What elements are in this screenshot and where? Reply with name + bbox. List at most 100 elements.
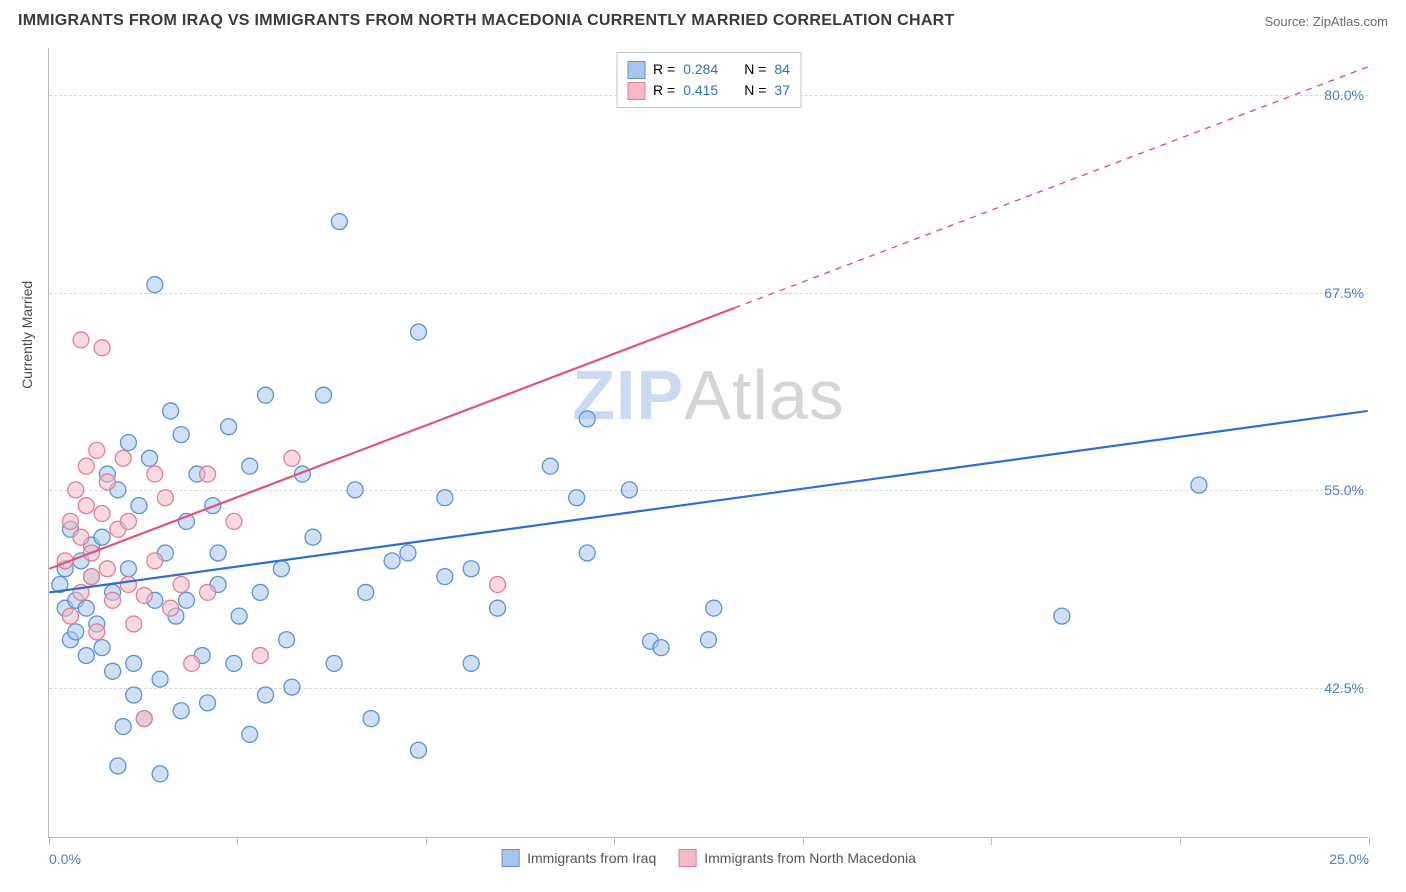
data-point [84, 569, 100, 585]
data-point [621, 482, 637, 498]
data-point [437, 490, 453, 506]
data-point [120, 577, 136, 593]
data-point [94, 340, 110, 356]
data-point [284, 450, 300, 466]
data-point [284, 679, 300, 695]
source-label: Source: ZipAtlas.com [1264, 14, 1388, 29]
data-point [701, 632, 717, 648]
data-point [200, 695, 216, 711]
data-point [231, 608, 247, 624]
legend-series-label: Immigrants from North Macedonia [704, 850, 916, 866]
data-point [258, 687, 274, 703]
data-point [410, 742, 426, 758]
data-point [99, 561, 115, 577]
data-point [226, 655, 242, 671]
x-tick-label: 0.0% [49, 851, 81, 867]
legend-swatch [627, 61, 645, 79]
data-point [142, 450, 158, 466]
data-point [305, 529, 321, 545]
data-point [490, 577, 506, 593]
data-point [120, 435, 136, 451]
legend-swatch [678, 849, 696, 867]
data-point [437, 569, 453, 585]
data-point [242, 458, 258, 474]
data-point [163, 403, 179, 419]
data-point [173, 703, 189, 719]
legend-series: Immigrants from IraqImmigrants from Nort… [501, 849, 916, 867]
data-point [89, 442, 105, 458]
data-point [200, 584, 216, 600]
data-point [157, 490, 173, 506]
data-point [326, 655, 342, 671]
n-value: 37 [774, 80, 790, 101]
legend-swatch [501, 849, 519, 867]
data-point [147, 553, 163, 569]
trend-line-extrapolated [735, 67, 1368, 308]
data-point [173, 577, 189, 593]
data-point [579, 411, 595, 427]
legend-stat-row: R = 0.415 N = 37 [627, 80, 790, 101]
scatter-svg [49, 48, 1368, 837]
data-point [653, 640, 669, 656]
data-point [258, 387, 274, 403]
data-point [178, 592, 194, 608]
data-point [242, 726, 258, 742]
data-point [358, 584, 374, 600]
data-point [78, 600, 94, 616]
data-point [136, 588, 152, 604]
data-point [73, 529, 89, 545]
data-point [68, 624, 84, 640]
data-point [78, 458, 94, 474]
data-point [126, 687, 142, 703]
r-value: 0.415 [683, 80, 718, 101]
data-point [331, 214, 347, 230]
data-point [273, 561, 289, 577]
data-point [152, 671, 168, 687]
trend-line [49, 308, 735, 569]
data-point [94, 529, 110, 545]
r-label: R = [653, 80, 675, 101]
n-label: N = [744, 80, 766, 101]
legend-stat-row: R =0.284N =84 [627, 59, 790, 80]
data-point [210, 545, 226, 561]
data-point [347, 482, 363, 498]
legend-swatch [627, 82, 645, 100]
r-label: R = [653, 59, 675, 80]
data-point [68, 482, 84, 498]
data-point [110, 758, 126, 774]
data-point [384, 553, 400, 569]
legend-stats-box: R =0.284N =84R = 0.415 N = 37 [616, 52, 801, 108]
data-point [147, 277, 163, 293]
data-point [490, 600, 506, 616]
data-point [62, 608, 78, 624]
data-point [226, 513, 242, 529]
y-axis-label: Currently Married [19, 280, 35, 388]
data-point [221, 419, 237, 435]
n-value: 84 [774, 59, 790, 80]
data-point [115, 450, 131, 466]
data-point [569, 490, 585, 506]
data-point [152, 766, 168, 782]
data-point [120, 513, 136, 529]
data-point [147, 466, 163, 482]
data-point [363, 711, 379, 727]
data-point [136, 711, 152, 727]
data-point [120, 561, 136, 577]
data-point [78, 648, 94, 664]
data-point [163, 600, 179, 616]
data-point [252, 648, 268, 664]
data-point [126, 655, 142, 671]
data-point [463, 655, 479, 671]
data-point [131, 498, 147, 514]
chart-title: IMMIGRANTS FROM IRAQ VS IMMIGRANTS FROM … [18, 12, 955, 30]
data-point [105, 663, 121, 679]
data-point [105, 592, 121, 608]
data-point [542, 458, 558, 474]
data-point [316, 387, 332, 403]
data-point [62, 513, 78, 529]
data-point [173, 427, 189, 443]
data-point [89, 624, 105, 640]
data-point [126, 616, 142, 632]
data-point [94, 506, 110, 522]
data-point [78, 498, 94, 514]
